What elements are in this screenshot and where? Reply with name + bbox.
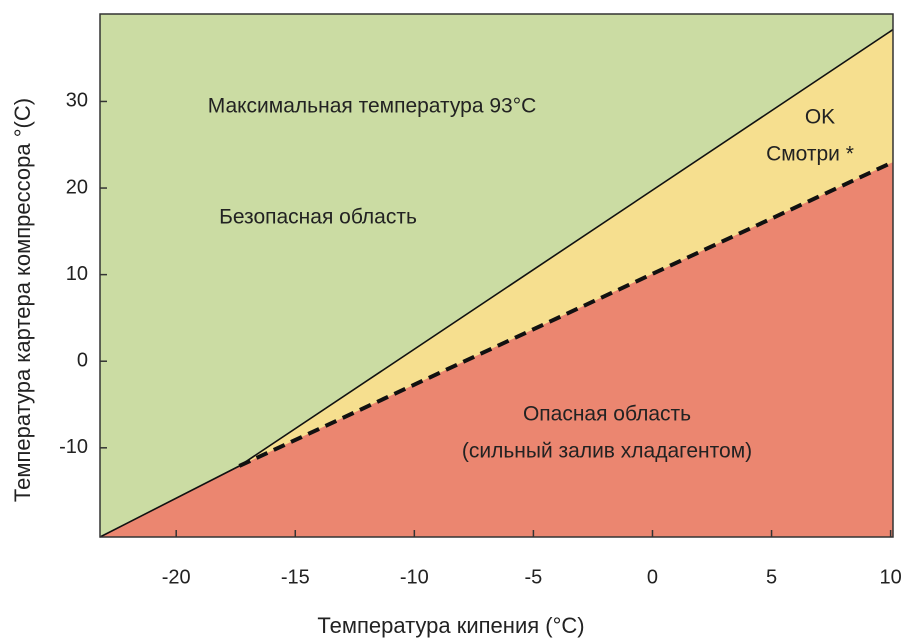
x-tick-label: 0 [647,566,658,588]
annotation: OK [805,106,835,129]
x-tick-label: -10 [400,566,429,588]
annotation: Смотри * [766,143,854,166]
y-tick-label: 0 [77,350,88,372]
annotation: (сильный залив хладагентом) [462,440,752,463]
y-tick-label: 20 [66,176,88,198]
annotation: Опасная область [523,403,691,426]
y-tick-label: 30 [66,90,88,112]
annotation: Безопасная область [219,206,417,229]
annotation: Максимальная температура 93°C [208,95,537,118]
x-axis-label: Температура кипения (°C) [317,613,584,638]
x-tick-label: -20 [162,566,191,588]
x-tick-label: -15 [281,566,310,588]
x-tick-label: -5 [525,566,543,588]
y-tick-label: 10 [66,263,88,285]
y-axis-label: Температура картера компрессора °(C) [10,98,35,502]
boundary-line [238,160,894,468]
x-tick-label: 5 [766,566,777,588]
y-tick-label: -10 [59,436,88,458]
plot-frame [99,13,894,538]
x-tick-label: 10 [879,566,901,588]
